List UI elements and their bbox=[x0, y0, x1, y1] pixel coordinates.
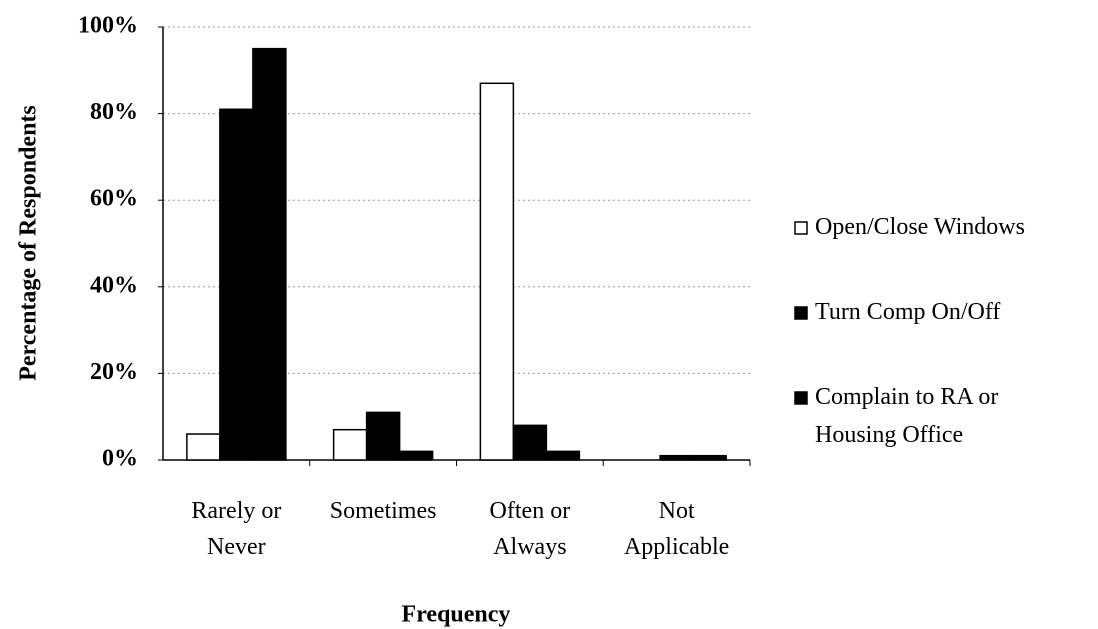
y-tick-label: 0% bbox=[102, 446, 138, 472]
x-tick-label: Sometimes bbox=[330, 498, 437, 524]
y-tick-label: 20% bbox=[90, 359, 138, 385]
y-axis-title: Percentage of Respondents bbox=[16, 105, 42, 381]
y-tick-label: 40% bbox=[90, 272, 138, 298]
x-axis-title: Frequency bbox=[402, 602, 511, 628]
bar bbox=[398, 450, 434, 461]
bar bbox=[332, 428, 368, 461]
bar bbox=[219, 108, 254, 461]
bar bbox=[365, 411, 401, 461]
bar bbox=[692, 454, 727, 461]
legend-label: Turn Comp On/Off bbox=[815, 299, 1000, 325]
legend-swatch bbox=[794, 221, 808, 235]
x-tick-label: Rarely or Never bbox=[191, 498, 281, 560]
legend-swatch bbox=[794, 306, 808, 320]
legend-swatch bbox=[794, 391, 808, 405]
bar bbox=[545, 450, 581, 461]
x-tick-label: Not Applicable bbox=[624, 498, 729, 560]
bar bbox=[186, 433, 221, 461]
y-tick-label: 100% bbox=[78, 13, 138, 39]
y-tick-label: 80% bbox=[90, 99, 138, 125]
legend-label: Open/Close Windows bbox=[815, 214, 1025, 240]
x-tick-label: Often or Always bbox=[490, 498, 571, 560]
bar bbox=[479, 82, 515, 461]
y-tick-label: 60% bbox=[90, 186, 138, 212]
bar bbox=[659, 454, 694, 461]
legend-label: Complain to RA or Housing Office bbox=[815, 384, 998, 448]
bar bbox=[512, 424, 548, 461]
bar bbox=[252, 47, 287, 461]
